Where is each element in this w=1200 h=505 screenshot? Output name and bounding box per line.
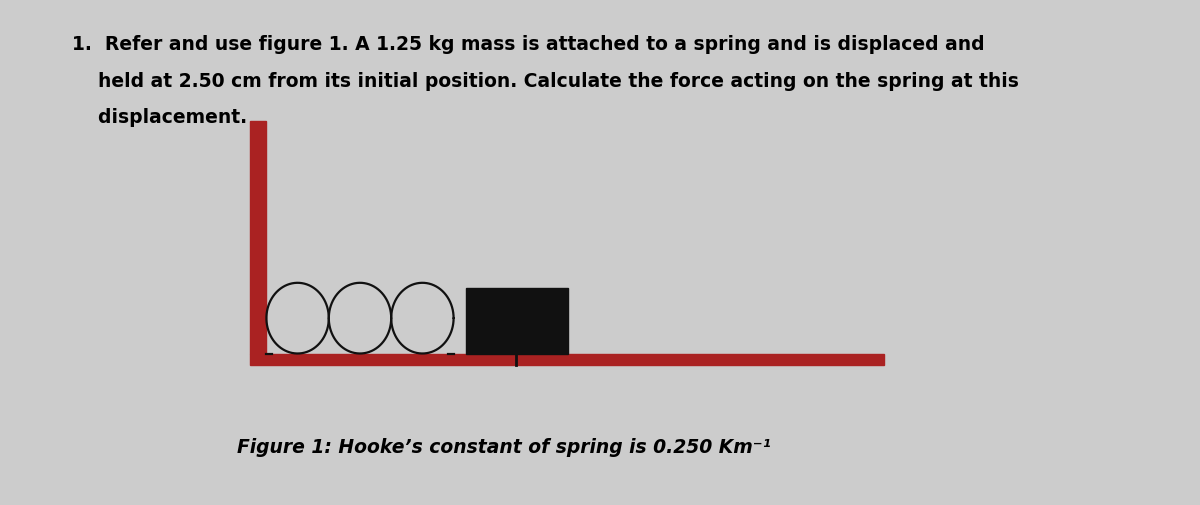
Bar <box>466 288 568 354</box>
Text: 1.  Refer and use figure 1. A 1.25 kg mass is attached to a spring and is displa: 1. Refer and use figure 1. A 1.25 kg mas… <box>72 35 985 55</box>
Bar <box>250 354 884 365</box>
Bar <box>250 121 266 354</box>
Text: Figure 1: Hooke’s constant of spring is 0.250 Km⁻¹: Figure 1: Hooke’s constant of spring is … <box>238 438 770 457</box>
Text: displacement.: displacement. <box>72 108 247 127</box>
Text: held at 2.50 cm from its initial position. Calculate the force acting on the spr: held at 2.50 cm from its initial positio… <box>72 72 1019 91</box>
